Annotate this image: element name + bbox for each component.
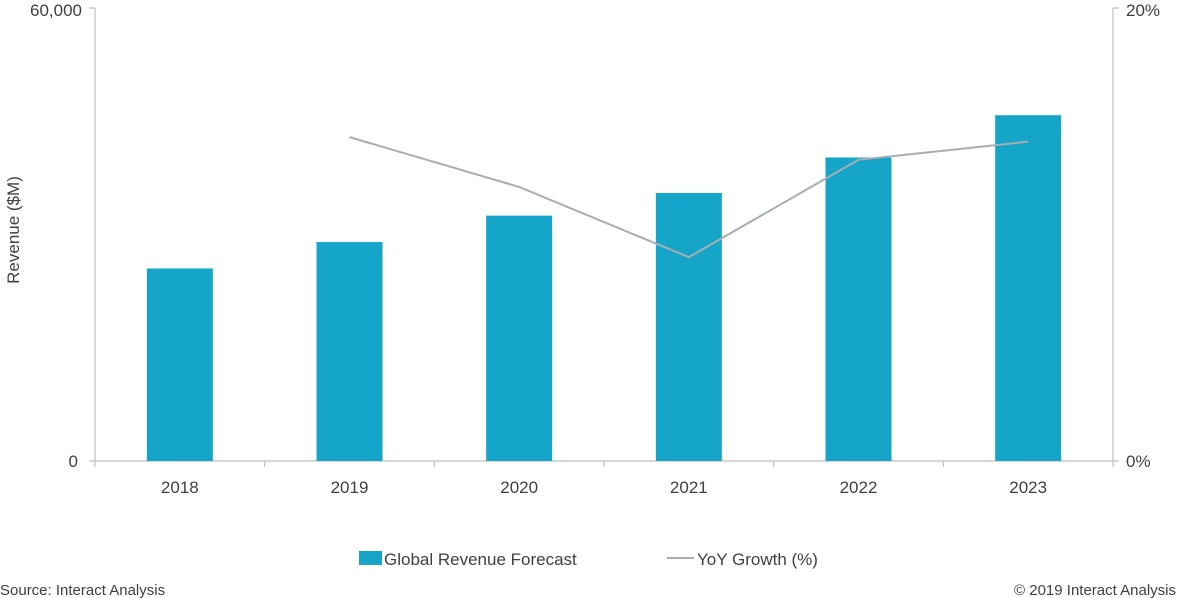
x-tick-label: 2022 (840, 478, 878, 497)
axes: 2018 2019 2020 2021 2022 2023 (89, 7, 1119, 497)
bar-series (146, 115, 1062, 462)
x-tick-label: 2020 (500, 478, 538, 497)
legend-label-bar: Global Revenue Forecast (384, 550, 577, 569)
y-axis-label: Revenue ($M) (4, 176, 23, 284)
y-tick-label-bottom: 0 (69, 452, 78, 471)
legend-swatch-bar (359, 551, 382, 565)
bar (316, 242, 383, 461)
legend: Global Revenue Forecast YoY Growth (%) (359, 550, 818, 569)
x-tick-label: 2021 (670, 478, 708, 497)
copyright-note: © 2019 Interact Analysis (1014, 582, 1176, 598)
bar (146, 268, 213, 461)
bar (825, 157, 892, 462)
bar (655, 192, 722, 461)
bar (486, 215, 553, 461)
bar (995, 115, 1062, 462)
y2-tick-label-top: 20% (1126, 1, 1160, 20)
legend-label-line: YoY Growth (%) (697, 550, 818, 569)
x-tick-label: 2018 (161, 478, 199, 497)
x-tick-label: 2019 (331, 478, 369, 497)
x-tick-label: 2023 (1009, 478, 1047, 497)
y2-tick-label-bottom: 0% (1126, 452, 1151, 471)
line-series (349, 136, 1029, 259)
source-note: Source: Interact Analysis (0, 582, 165, 598)
y-tick-label-top: 60,000 (30, 1, 82, 20)
